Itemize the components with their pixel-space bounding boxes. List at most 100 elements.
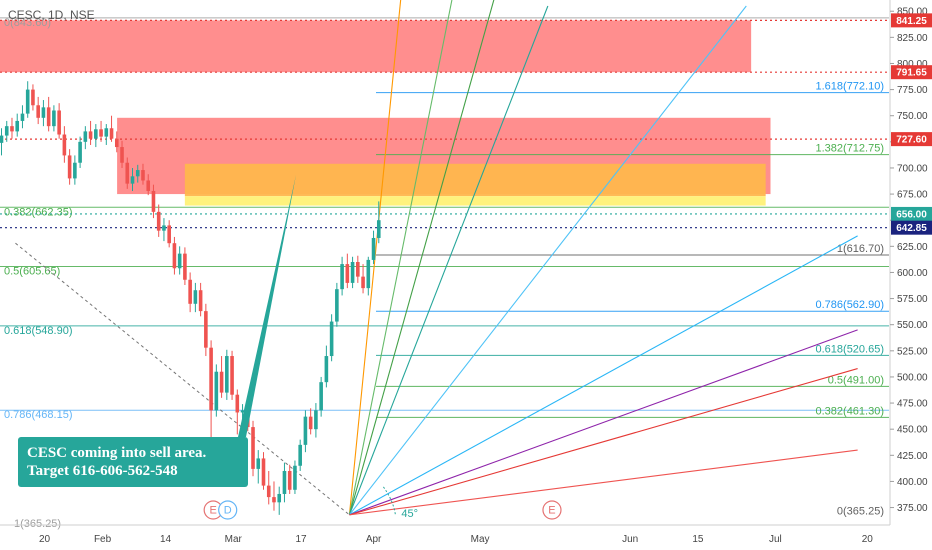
event-badge[interactable] (542, 500, 562, 520)
candles-layer (0, 81, 381, 515)
y-tick-label: 375.00 (897, 503, 928, 514)
candle-body (0, 135, 4, 143)
x-tick-label: May (471, 534, 490, 545)
candle-body (99, 129, 103, 137)
candle-body (104, 128, 109, 137)
candle-body (303, 416, 308, 445)
y-tick-label: 400.00 (897, 477, 928, 488)
gann-fan-line (348, 0, 453, 515)
callout-text-line: CESC coming into sell area. (27, 445, 207, 461)
y-tick-label: 750.00 (897, 111, 928, 122)
candle-body (204, 311, 208, 348)
candle-body (277, 493, 282, 503)
candle-body (329, 321, 334, 357)
candle-body (335, 289, 339, 322)
candle-body (125, 162, 130, 184)
right-fib-label: 0(365.25) (837, 506, 884, 518)
candle-body (230, 356, 234, 395)
candle-body (183, 253, 187, 280)
price-tags-layer: 841.25 791.65 727.60 656.00 642.85 (891, 13, 932, 235)
y-tick-label: 600.00 (897, 268, 928, 279)
candle-body (340, 264, 344, 290)
candle-body (114, 138, 119, 148)
left-fib-label: 0.5(605.65) (4, 266, 60, 278)
right-fib-label: 1.618(772.10) (816, 81, 885, 93)
x-tick-label: Mar (225, 534, 243, 545)
target-zone-yellow (184, 196, 766, 206)
callout-layer: CESC coming into sell area. Target 616-60… (18, 175, 296, 487)
price-tag (891, 206, 932, 221)
event-badge-letter: E (210, 505, 217, 517)
trendline-layer: 1(365.25) (14, 242, 350, 530)
fan-angle-arc (383, 486, 396, 515)
candle-body (151, 190, 156, 212)
event-badge[interactable] (218, 500, 238, 520)
candle-body (172, 243, 177, 269)
left-fib-label: 0.618(548.90) (4, 325, 73, 337)
candle-body (83, 131, 88, 142)
y-tick-label: 550.00 (897, 320, 928, 331)
right-fib-label: 1.382(712.75) (816, 143, 885, 155)
gann-fan-line (349, 329, 858, 516)
x-tick-label: 20 (39, 534, 51, 545)
candle-body (130, 176, 135, 184)
candle-body (198, 290, 203, 312)
fan-angle-label: 45° (401, 508, 418, 520)
price-axis-background (890, 0, 932, 550)
candle-body (345, 264, 350, 283)
x-tick-label: 14 (160, 534, 172, 545)
y-tick-label: 475.00 (897, 399, 928, 410)
time-axis[interactable]: 20 Feb 14 Mar 17 Apr May Jun 15 Jul 20 (39, 534, 873, 545)
price-tag-label: 727.60 (896, 135, 927, 146)
candle-body (52, 110, 56, 127)
gann-fan-line (349, 235, 858, 516)
candle-body (209, 347, 213, 411)
candle-body (46, 107, 51, 127)
candle-body (41, 107, 46, 118)
candle-body (10, 126, 14, 132)
candle-body (141, 170, 145, 181)
candle-body (31, 89, 35, 106)
price-tag (891, 220, 932, 235)
candle-body (4, 126, 9, 136)
right-fib-label: 0.618(520.65) (816, 343, 885, 355)
candle-body (256, 458, 261, 469)
x-tick-label: Jun (622, 534, 638, 545)
candle-body (57, 110, 61, 135)
candle-body (67, 155, 72, 179)
candle-body (62, 134, 67, 156)
candle-body (319, 382, 323, 411)
y-tick-label: 450.00 (897, 425, 928, 436)
y-tick-label: 500.00 (897, 372, 928, 383)
y-tick-label: 525.00 (897, 346, 928, 357)
y-tick-label: 625.00 (897, 242, 928, 253)
candle-body (214, 371, 219, 411)
y-tick-label: 700.00 (897, 163, 928, 174)
left-fib-label: 0.786(468.15) (4, 409, 73, 421)
candle-body (293, 465, 297, 490)
price-tag-label: 841.25 (896, 16, 927, 27)
candle-body (272, 497, 276, 503)
price-tag-label: 642.85 (896, 223, 927, 234)
candle-body (177, 253, 182, 269)
candle-body (225, 356, 229, 393)
candle-body (162, 225, 166, 231)
symbol-label: CESC, 1D, NSE (8, 8, 95, 22)
gann-fan-line (349, 449, 858, 516)
price-tag (891, 13, 932, 28)
candle-body (282, 470, 287, 494)
upper-supply-zone (0, 20, 752, 73)
candle-body (193, 290, 198, 304)
candle-body (219, 371, 224, 393)
price-tag (891, 65, 932, 80)
gann-fan-line (348, 5, 549, 516)
candle-body (350, 262, 355, 283)
price-tag-label: 791.65 (896, 68, 927, 79)
y-tick-label: 775.00 (897, 85, 928, 96)
candle-body (366, 259, 371, 289)
candle-body (109, 128, 114, 139)
event-badge-letter: E (548, 505, 555, 517)
zones-layer (0, 20, 771, 206)
